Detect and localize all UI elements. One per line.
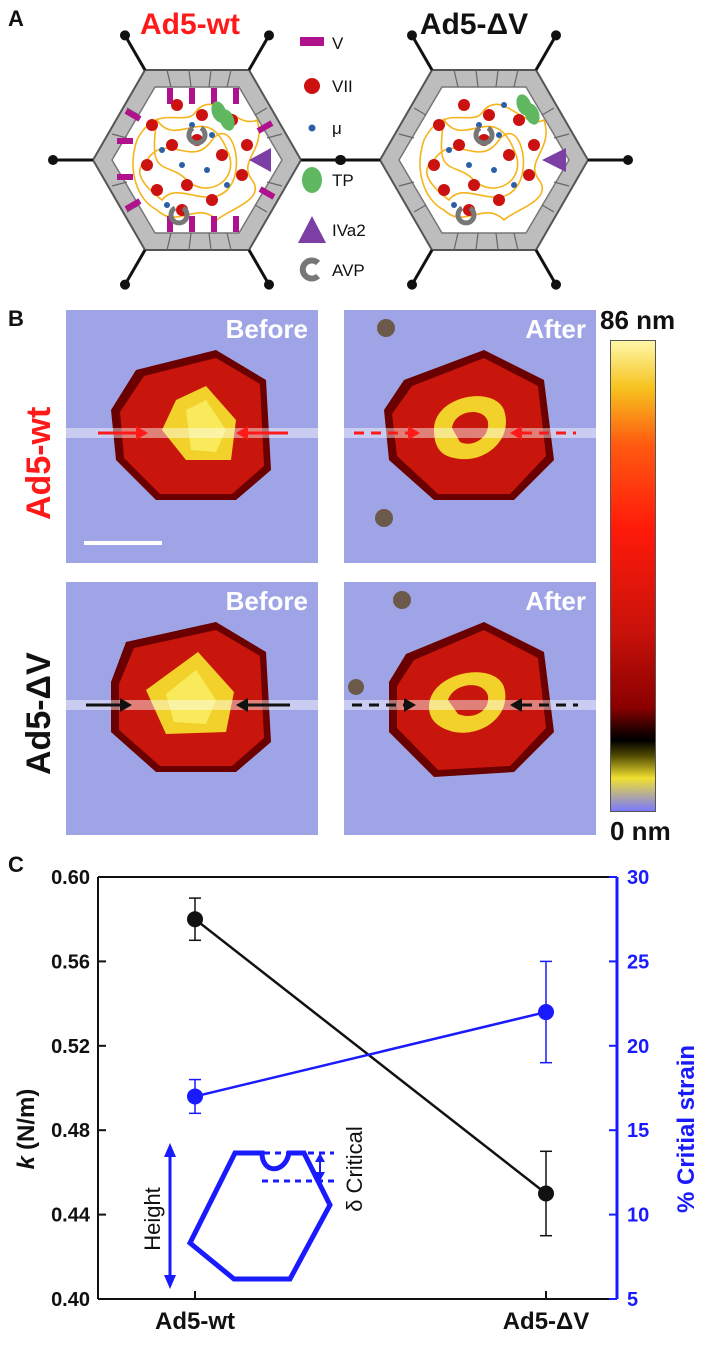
dv-capsid xyxy=(333,27,635,293)
legend-label-avp: AVP xyxy=(332,261,365,280)
left-tick-label: 0.48 xyxy=(51,1120,90,1142)
data-point xyxy=(187,1088,203,1105)
right-axis-title: % Critial strain xyxy=(673,1045,700,1213)
afm-after-label-dv: After xyxy=(525,586,586,616)
colorbar-max-label: 86 nm xyxy=(600,305,676,335)
series-line-1 xyxy=(194,1010,547,1098)
x-category-label: Ad5-wt xyxy=(155,1308,235,1335)
legend-label-tp: TP xyxy=(332,171,354,190)
colorbar xyxy=(610,340,656,812)
inset-delta-label: δ Critical xyxy=(342,1126,367,1212)
panel-c-chart: 0.40 0.44 0.48 0.52 0.56 0.60 5 10 15 20 25 30 Ad5-w… xyxy=(13,869,700,1335)
left-tick-label: 0.52 xyxy=(51,1036,90,1058)
schematic-dv-title: Ad5-ΔV xyxy=(420,8,528,41)
terminal-protein-icon xyxy=(302,167,322,193)
schematic-wt-title: Ad5-wt xyxy=(140,8,240,41)
inset-height-label: Height xyxy=(140,1187,165,1251)
legend-label-vii: VII xyxy=(332,77,353,96)
protein-v-icon xyxy=(300,37,324,46)
data-point xyxy=(538,1004,554,1021)
inset-schematic: Height δ Critical xyxy=(140,1126,367,1289)
afm-image-wt-before: Before xyxy=(66,310,318,563)
left-tick-label: 0.56 xyxy=(51,951,90,973)
afm-after-label-wt: After xyxy=(525,314,586,344)
right-tick-label: 30 xyxy=(627,869,649,889)
panel-a-letter: A xyxy=(8,6,24,31)
legend-label-iva2: IVa2 xyxy=(332,221,366,240)
left-tick-label: 0.40 xyxy=(51,1289,90,1311)
afm-image-dv-before: Before xyxy=(66,582,318,835)
right-tick-label: 15 xyxy=(627,1120,649,1142)
data-point xyxy=(538,1185,554,1202)
panel-c-letter: C xyxy=(8,852,24,877)
iva2-triangle-icon xyxy=(298,216,326,243)
protein-mu-icon xyxy=(308,124,316,132)
schematic-legend: V VII μ TP IVa2 AVP xyxy=(298,34,366,282)
right-tick-label: 5 xyxy=(627,1289,638,1311)
legend-label-mu: μ xyxy=(332,119,342,138)
afm-image-wt-after: After xyxy=(344,310,596,563)
panel-a-schematic: Ad5-wt Ad5-ΔV V VII μ TP IVa2 AVP xyxy=(46,8,635,293)
afm-before-label-wt: Before xyxy=(225,314,308,344)
x-category-label: Ad5-ΔV xyxy=(503,1308,590,1335)
left-tick-label: 0.44 xyxy=(51,1205,91,1227)
avp-protease-icon xyxy=(299,257,321,282)
legend-label-v: V xyxy=(332,34,344,53)
wt-capsid xyxy=(46,27,348,293)
right-tick-label: 20 xyxy=(627,1036,649,1058)
row-label-wt: Ad5-wt xyxy=(20,406,58,520)
left-axis-symbol: k xyxy=(13,1154,40,1169)
afm-image-dv-after: After xyxy=(344,582,596,835)
data-point xyxy=(187,911,203,928)
left-axis-title: k (N/m) xyxy=(13,1089,40,1170)
right-tick-label: 25 xyxy=(627,951,649,973)
left-tick-label: 0.60 xyxy=(51,869,90,889)
right-tick-label: 10 xyxy=(627,1205,649,1227)
left-axis-unit: (N/m) xyxy=(13,1089,40,1150)
panel-b-letter: B xyxy=(8,306,24,331)
row-label-dv: Ad5-ΔV xyxy=(20,652,58,775)
protein-vii-icon xyxy=(304,78,320,94)
series-line-0 xyxy=(194,918,547,1195)
colorbar-min-label: 0 nm xyxy=(610,816,671,846)
afm-before-label-dv: Before xyxy=(225,586,308,616)
